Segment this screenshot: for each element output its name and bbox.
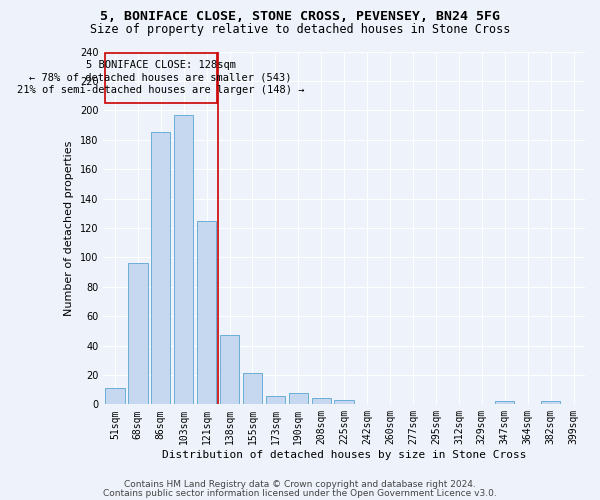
Bar [266,396,285,404]
Bar [495,402,514,404]
Text: 5 BONIFACE CLOSE: 128sqm: 5 BONIFACE CLOSE: 128sqm [86,60,236,70]
Bar [197,220,217,404]
Text: Size of property relative to detached houses in Stone Cross: Size of property relative to detached ho… [90,22,510,36]
Text: ← 78% of detached houses are smaller (543): ← 78% of detached houses are smaller (54… [29,72,292,82]
Bar [289,392,308,404]
Text: Contains HM Land Registry data © Crown copyright and database right 2024.: Contains HM Land Registry data © Crown c… [124,480,476,489]
Bar [220,335,239,404]
Bar [104,53,217,103]
Text: 5, BONIFACE CLOSE, STONE CROSS, PEVENSEY, BN24 5FG: 5, BONIFACE CLOSE, STONE CROSS, PEVENSEY… [100,10,500,23]
Bar [541,402,560,404]
Bar [243,374,262,404]
Bar [105,388,125,404]
Bar [128,263,148,404]
X-axis label: Distribution of detached houses by size in Stone Cross: Distribution of detached houses by size … [162,450,526,460]
Bar [174,114,193,405]
Bar [334,400,354,404]
Bar [151,132,170,404]
Bar [311,398,331,404]
Text: 21% of semi-detached houses are larger (148) →: 21% of semi-detached houses are larger (… [17,86,304,96]
Text: Contains public sector information licensed under the Open Government Licence v3: Contains public sector information licen… [103,488,497,498]
Y-axis label: Number of detached properties: Number of detached properties [64,140,74,316]
